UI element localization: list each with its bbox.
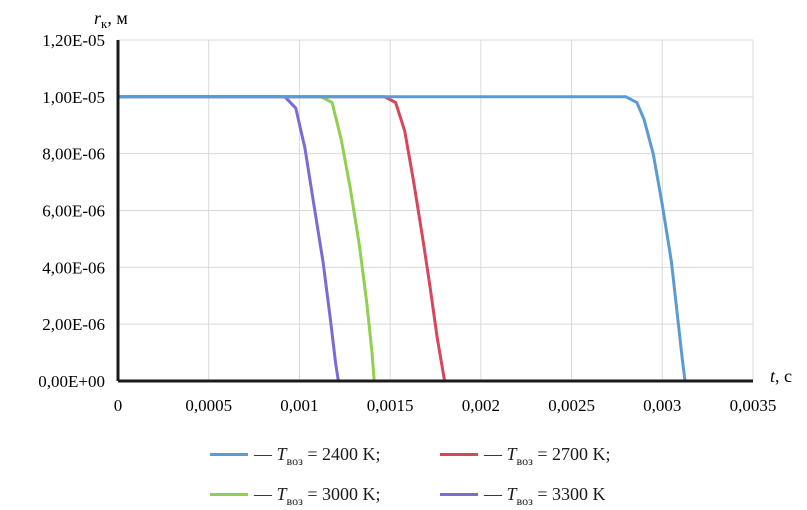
series-lines bbox=[118, 97, 685, 381]
x-tick-labels: 0 0,0005 0,001 0,0015 0,002 0,0025 0,003 0,0035 bbox=[114, 396, 777, 415]
y-tick-label: 6,00E-06 bbox=[42, 202, 105, 221]
y-tick-label: 2,00E-06 bbox=[42, 315, 105, 334]
x-tick-label: 0,0025 bbox=[548, 396, 595, 415]
series-line bbox=[118, 97, 338, 381]
y-tick-label: 1,00E-05 bbox=[42, 88, 105, 107]
x-tick-label: 0,001 bbox=[280, 396, 318, 415]
y-tick-label: 1,20E-05 bbox=[42, 31, 105, 50]
x-tick-label: 0,003 bbox=[643, 396, 681, 415]
y-tick-label: 0,00E+00 bbox=[38, 372, 105, 391]
x-tick-label: 0,002 bbox=[462, 396, 500, 415]
x-tick-label: 0 bbox=[114, 396, 123, 415]
x-tick-label: 0,0015 bbox=[367, 396, 414, 415]
series-line bbox=[118, 97, 445, 381]
x-axis-label: t, с bbox=[770, 366, 792, 386]
y-axis-label: rк, м bbox=[94, 8, 128, 31]
series-line bbox=[118, 97, 685, 381]
y-tick-labels: 0,00E+00 2,00E-06 4,00E-06 6,00E-06 8,00E-06… bbox=[38, 31, 105, 391]
y-tick-label: 8,00E-06 bbox=[42, 145, 105, 164]
series-line bbox=[118, 97, 374, 381]
x-tick-label: 0,0005 bbox=[185, 396, 232, 415]
x-tick-label: 0,0035 bbox=[730, 396, 777, 415]
y-tick-label: 4,00E-06 bbox=[42, 258, 105, 277]
